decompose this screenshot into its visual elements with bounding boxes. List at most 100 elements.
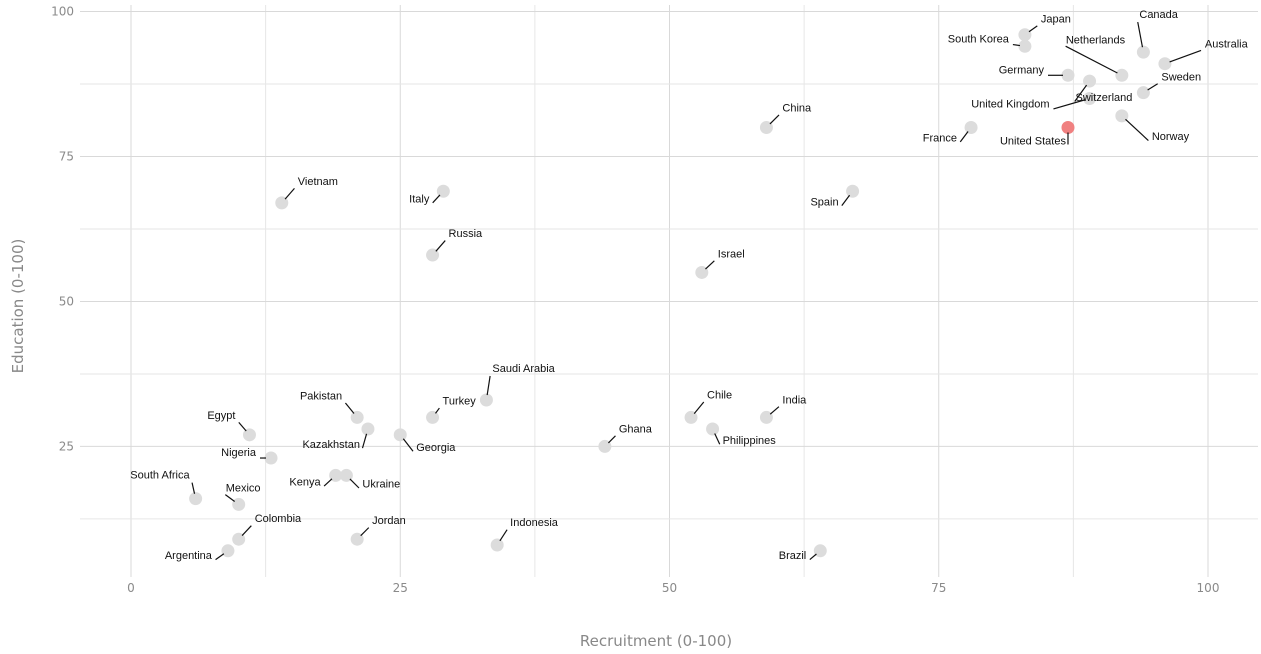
data-point	[706, 422, 720, 436]
label-leader-line	[714, 433, 721, 445]
point-label: Turkey	[443, 395, 477, 407]
point-label: Chile	[707, 389, 732, 401]
point-label: Kazakhstan	[302, 439, 359, 451]
data-point	[242, 428, 256, 442]
data-point	[232, 497, 246, 511]
label-leader-line	[1169, 49, 1202, 63]
label-leader-line	[769, 114, 780, 125]
point-label: South Africa	[130, 470, 190, 482]
point-label: Georgia	[416, 442, 456, 454]
label-leader-line	[432, 194, 441, 204]
point-label: United Kingdom	[971, 98, 1049, 110]
point-label: France	[923, 132, 957, 144]
point-label: Jordan	[372, 515, 406, 527]
data-point	[1061, 68, 1075, 82]
data-point	[436, 184, 450, 198]
data-point	[479, 393, 493, 407]
label-leader-line	[284, 187, 295, 200]
data-point	[490, 538, 504, 552]
x-tick-label: 0	[127, 581, 135, 595]
data-point	[684, 410, 698, 424]
point-label: Russia	[449, 228, 484, 240]
point-label: Brazil	[779, 550, 807, 562]
y-tick-label: 50	[59, 294, 74, 308]
data-point	[426, 248, 440, 262]
data-point	[232, 532, 246, 546]
label-leader-line	[486, 375, 491, 396]
data-point	[426, 410, 440, 424]
data-point	[361, 422, 375, 436]
data-point	[1018, 39, 1032, 53]
point-label: Ukraine	[362, 478, 400, 490]
label-leader-line	[693, 401, 705, 414]
data-point	[350, 532, 364, 546]
data-point	[189, 492, 203, 506]
data-point	[964, 120, 978, 134]
data-point	[1083, 74, 1097, 88]
point-label: Australia	[1205, 39, 1249, 51]
point-label: Philippines	[723, 435, 777, 447]
point-label: Japan	[1041, 14, 1071, 26]
x-tick-label: 100	[1197, 581, 1220, 595]
label-leader-line	[959, 131, 969, 143]
data-point	[350, 410, 364, 424]
data-point	[329, 468, 343, 482]
label-leader-line	[841, 194, 851, 207]
label-leader-line	[323, 478, 333, 487]
data-point-highlight	[1061, 120, 1075, 134]
label-leader-line	[1012, 43, 1021, 47]
label-leader-line	[215, 553, 225, 561]
point-label: Pakistan	[300, 390, 342, 402]
point-label: Israel	[718, 248, 745, 260]
label-leader-line	[238, 421, 247, 432]
data-point	[598, 439, 612, 453]
data-point	[695, 265, 709, 279]
grid	[80, 5, 1258, 577]
label-leader-line	[435, 240, 446, 252]
label-leader-line	[705, 260, 715, 270]
point-label: Argentina	[165, 550, 213, 562]
data-point	[759, 120, 773, 134]
point-label: Indonesia	[510, 517, 559, 529]
data-point	[846, 184, 860, 198]
data-point	[1115, 68, 1129, 82]
y-axis-title: Education (0-100)	[9, 239, 27, 374]
data-points	[189, 28, 1172, 558]
y-tick-label: 75	[59, 149, 74, 163]
point-labels: Japan South Korea Canada Australia Netherlan…	[130, 9, 1248, 562]
label-leader-line	[1074, 84, 1088, 102]
label-leader-line	[499, 529, 508, 542]
label-leader-line	[1053, 99, 1085, 110]
point-label: Italy	[409, 193, 430, 205]
point-label: Netherlands	[1066, 34, 1126, 46]
data-point	[813, 544, 827, 558]
label-leader-line	[769, 406, 780, 415]
point-label: China	[782, 102, 812, 114]
label-leader-line	[435, 407, 440, 414]
point-label: Spain	[810, 196, 838, 208]
label-leader-line	[241, 525, 252, 536]
x-tick-label: 50	[662, 581, 677, 595]
point-label: Sweden	[1161, 72, 1201, 84]
point-label: Egypt	[207, 410, 235, 422]
point-label: Ghana	[619, 423, 653, 435]
point-label: Canada	[1139, 9, 1178, 21]
y-tick-label: 25	[59, 439, 74, 453]
x-axis-title: Recruitment (0-100)	[580, 632, 732, 650]
label-leader-line	[360, 527, 370, 537]
data-point	[339, 468, 353, 482]
point-label: Kenya	[289, 476, 321, 488]
label-leader-line	[191, 482, 196, 494]
point-label: South Korea	[948, 33, 1010, 45]
label-leader-line	[1147, 83, 1159, 91]
x-tick-label: 25	[393, 581, 408, 595]
label-leader-line	[349, 478, 360, 489]
tick-labels: 0 25 50 75 100 25 50 75 100	[51, 5, 1219, 596]
label-leader-line	[1065, 45, 1118, 74]
point-label: Nigeria	[221, 447, 257, 459]
data-point	[264, 451, 278, 465]
point-label: Germany	[999, 64, 1045, 76]
point-label: Mexico	[226, 482, 261, 494]
data-point	[1136, 86, 1150, 100]
label-leader-line	[1125, 118, 1149, 141]
